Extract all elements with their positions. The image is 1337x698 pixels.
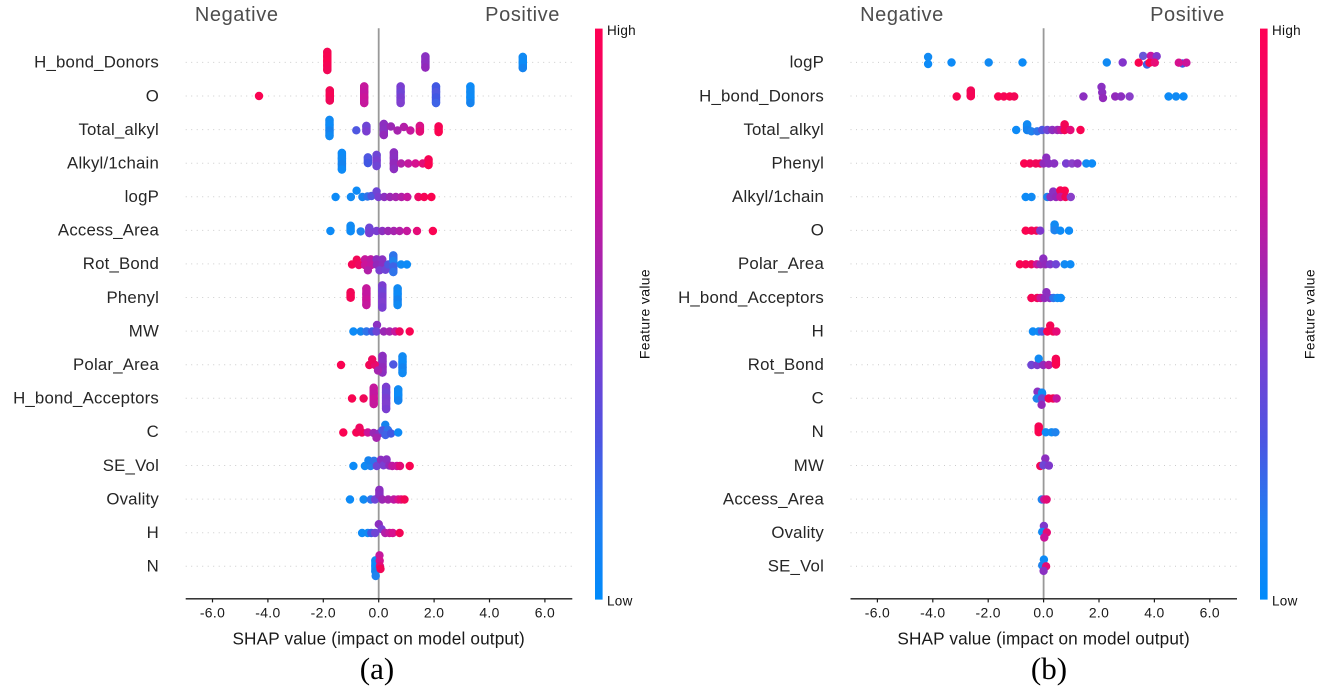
svg-text:H_bond_Acceptors: H_bond_Acceptors	[13, 389, 159, 408]
svg-text:-4.0: -4.0	[920, 605, 945, 621]
svg-text:-2.0: -2.0	[311, 605, 336, 621]
svg-text:High: High	[1272, 23, 1301, 38]
svg-text:Positive: Positive	[1150, 4, 1225, 26]
svg-text:O: O	[146, 86, 159, 105]
svg-text:Feature value: Feature value	[1302, 269, 1318, 359]
svg-text:Alkyl/1chain: Alkyl/1chain	[732, 187, 824, 206]
svg-text:Phenyl: Phenyl	[771, 154, 824, 173]
svg-text:N: N	[812, 422, 824, 441]
svg-text:Low: Low	[607, 594, 633, 609]
svg-text:C: C	[147, 422, 159, 441]
svg-text:-2.0: -2.0	[976, 605, 1001, 621]
svg-text:(b): (b)	[1031, 651, 1067, 686]
svg-text:Alkyl/1chain: Alkyl/1chain	[67, 154, 159, 173]
svg-text:logP: logP	[790, 53, 824, 72]
svg-text:Negative: Negative	[860, 4, 944, 26]
svg-text:O: O	[811, 221, 824, 240]
svg-text:High: High	[607, 23, 636, 38]
svg-text:MW: MW	[129, 321, 159, 340]
svg-text:SE_Vol: SE_Vol	[768, 557, 824, 576]
svg-text:SHAP value (impact on model ou: SHAP value (impact on model output)	[232, 629, 525, 649]
svg-text:Ovality: Ovality	[771, 523, 824, 542]
svg-text:C: C	[812, 389, 824, 408]
svg-text:2.0: 2.0	[1089, 605, 1109, 621]
svg-text:4.0: 4.0	[479, 605, 499, 621]
svg-text:Total_alkyl: Total_alkyl	[743, 120, 824, 139]
svg-text:N: N	[147, 557, 159, 576]
svg-text:Access_Area: Access_Area	[58, 221, 160, 240]
svg-text:Low: Low	[1272, 594, 1298, 609]
svg-text:Positive: Positive	[485, 4, 560, 26]
svg-text:Ovality: Ovality	[106, 489, 159, 508]
svg-text:Total_alkyl: Total_alkyl	[78, 120, 159, 139]
svg-text:-4.0: -4.0	[255, 605, 280, 621]
svg-text:(a): (a)	[360, 651, 394, 686]
svg-text:H: H	[812, 321, 824, 340]
svg-text:Polar_Area: Polar_Area	[73, 355, 159, 374]
svg-text:-6.0: -6.0	[200, 605, 225, 621]
svg-text:4.0: 4.0	[1144, 605, 1164, 621]
svg-text:0.0: 0.0	[369, 605, 389, 621]
svg-text:H_bond_Donors: H_bond_Donors	[34, 53, 159, 72]
svg-text:-6.0: -6.0	[865, 605, 890, 621]
svg-text:Phenyl: Phenyl	[106, 288, 159, 307]
svg-text:H: H	[147, 523, 159, 542]
svg-text:6.0: 6.0	[1200, 605, 1220, 621]
svg-text:Feature value: Feature value	[637, 269, 653, 359]
svg-text:Rot_Bond: Rot_Bond	[83, 254, 159, 273]
svg-text:MW: MW	[794, 456, 824, 475]
svg-text:Negative: Negative	[195, 4, 279, 26]
svg-text:SHAP value (impact on model ou: SHAP value (impact on model output)	[897, 629, 1190, 649]
svg-text:Rot_Bond: Rot_Bond	[748, 355, 824, 374]
svg-text:Polar_Area: Polar_Area	[738, 254, 824, 273]
svg-text:6.0: 6.0	[535, 605, 555, 621]
svg-text:0.0: 0.0	[1033, 605, 1053, 621]
svg-text:SE_Vol: SE_Vol	[103, 456, 159, 475]
svg-text:logP: logP	[125, 187, 159, 206]
svg-text:H_bond_Acceptors: H_bond_Acceptors	[678, 288, 824, 307]
svg-text:H_bond_Donors: H_bond_Donors	[699, 86, 824, 105]
svg-text:2.0: 2.0	[424, 605, 444, 621]
svg-text:Access_Area: Access_Area	[723, 489, 825, 508]
